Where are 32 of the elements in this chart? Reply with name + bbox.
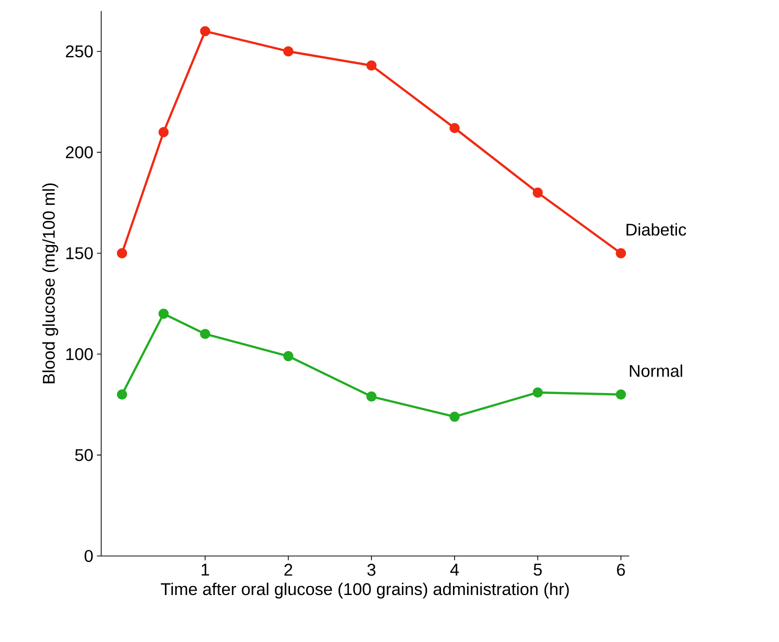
point [158, 308, 169, 319]
y-tick-label: 50 [75, 449, 93, 462]
x-tick-label: 5 [534, 564, 542, 576]
point [616, 248, 626, 258]
point [450, 412, 460, 422]
y-tick-label: 250 [66, 45, 93, 58]
x-axis-title: Time after oral glucose (100 grains) administration (hr) [160, 582, 569, 599]
y-tick-label: 150 [66, 247, 93, 260]
point [200, 328, 210, 340]
y-axis-title: Blood glucose (mg/100 ml) [42, 183, 58, 384]
y-tick-label: 100 [66, 348, 93, 360]
point [283, 351, 294, 362]
point [532, 387, 543, 398]
point [532, 188, 543, 198]
y-tick-label: 200 [66, 146, 93, 158]
point [450, 122, 460, 134]
x-tick-label: 2 [284, 564, 292, 576]
y-tick-label: 0 [84, 550, 93, 562]
point [616, 389, 626, 400]
point [283, 46, 294, 56]
point [158, 127, 169, 138]
point [366, 60, 377, 71]
x-tick-label: 6 [617, 564, 625, 576]
x-tick-label: 4 [450, 564, 459, 576]
point [116, 248, 128, 258]
series-label: Normal [630, 364, 682, 377]
x-tick-label: 3 [367, 564, 376, 576]
point [116, 389, 128, 400]
x-tick-label: 1 [202, 564, 210, 576]
series-label: Diabetic [626, 223, 686, 236]
point [200, 26, 210, 36]
point [366, 391, 377, 402]
